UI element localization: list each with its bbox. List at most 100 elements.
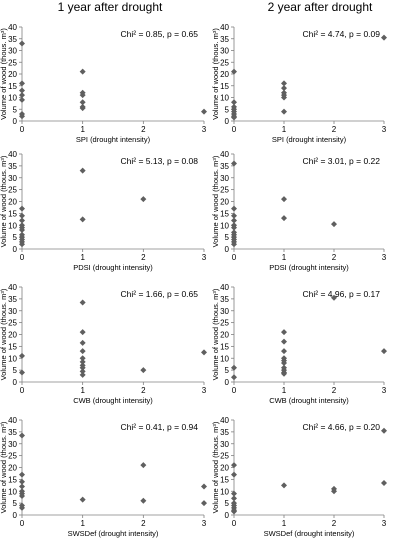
data-point [231,374,237,381]
data-point [231,508,237,515]
y-tick-label: 0 [225,117,230,126]
x-tick-label: 2 [332,253,337,262]
x-tick-label: 2 [332,125,337,134]
data-point [281,80,287,87]
x-axis-label: CWB (drought intensity) [73,396,153,405]
data-point [79,339,86,346]
data-point [19,96,25,103]
data-point [79,496,86,503]
data-point [140,367,147,374]
x-tick-label: 3 [382,519,387,528]
y-tick-label: 15 [8,475,17,484]
x-tick-label: 2 [141,519,146,528]
data-point [381,34,387,41]
y-axis-label: Volume of wood (thous. m³) [0,155,8,247]
data-point [231,212,237,219]
data-point [231,471,237,478]
x-tick-label: 2 [141,386,146,395]
data-point [140,462,147,469]
x-tick-label: 3 [202,386,207,395]
y-tick-label: 25 [8,319,17,328]
x-tick-label: 1 [282,519,287,528]
scatter-panel-5: 0 5 10 15 20 25 30 35 40 0 1 2 3 CWB (drought intensi… [0,283,207,405]
y-tick-label: 40 [8,150,17,159]
y-tick-label: 5 [225,366,230,375]
x-tick-label: 0 [20,125,25,134]
y-tick-label: 35 [220,428,229,437]
x-tick-label: 1 [80,253,85,262]
data-point [19,40,25,47]
y-tick-label: 25 [220,319,229,328]
y-tick-label: 35 [8,35,17,44]
data-point [331,294,337,301]
data-point [231,462,237,469]
x-tick-label: 2 [332,519,337,528]
data-point [381,479,387,486]
data-point [79,99,86,106]
y-tick-label: 40 [8,416,17,425]
y-tick-label: 0 [225,378,230,387]
data-point [331,221,337,228]
data-point [79,167,86,174]
data-point [231,241,237,248]
data-point [19,205,25,212]
x-tick-label: 3 [202,125,207,134]
scatter-panel-2: 0 5 10 15 20 25 30 35 40 0 1 2 3 SPI (drought intensi… [211,23,387,144]
data-point [381,427,387,434]
data-point [331,488,337,495]
data-point [201,500,207,507]
data-point [19,478,25,485]
data-point [281,348,287,355]
y-tick-label: 5 [225,233,230,242]
y-tick-label: 25 [220,58,229,67]
data-point [231,490,237,497]
x-tick-label: 3 [382,125,387,134]
data-point [231,160,237,167]
y-tick-label: 15 [220,342,229,351]
y-axis-label: Volume of wood (thous. m³) [211,421,220,513]
data-point [19,80,25,87]
data-point [79,368,86,375]
y-tick-label: 20 [8,464,17,473]
data-point [281,338,287,345]
data-point [281,85,287,92]
data-point [231,99,237,106]
data-point [140,196,147,203]
y-tick-label: 0 [13,378,18,387]
x-tick-label: 0 [232,125,237,134]
y-tick-label: 0 [13,117,18,126]
x-axis-label: PDSI (drought intensity) [269,263,349,272]
y-tick-label: 20 [8,70,17,79]
y-tick-label: 0 [225,511,230,520]
x-tick-label: 2 [141,125,146,134]
data-point [201,108,207,115]
x-tick-label: 2 [332,386,337,395]
x-tick-label: 1 [80,386,85,395]
y-axis-label: Volume of wood (thous. m³) [0,28,8,120]
scatter-panel-4: 0 5 10 15 20 25 30 35 40 0 1 2 3 PDSI (drought intens… [211,150,387,272]
data-point [140,497,147,504]
data-point [281,94,287,101]
scatter-panel-1: 0 5 10 15 20 25 30 35 40 0 1 2 3 SPI (drought intensi… [0,23,207,144]
x-axis-label: SWSDef (drought intensity) [68,529,159,538]
chi-square-annotation: Chi² = 1.66, p = 0.65 [121,289,199,299]
data-point [79,371,86,378]
data-point [19,212,25,219]
y-tick-label: 20 [220,464,229,473]
data-point [79,105,86,112]
x-tick-label: 3 [202,519,207,528]
y-tick-label: 5 [13,233,18,242]
y-tick-label: 5 [13,105,18,114]
data-point [79,92,86,99]
data-point [281,108,287,115]
x-tick-label: 0 [20,519,25,528]
y-tick-label: 10 [8,94,17,103]
y-tick-label: 20 [8,331,17,340]
data-point [79,299,86,306]
data-point [231,364,237,371]
y-tick-label: 30 [8,47,17,56]
y-tick-label: 30 [8,307,17,316]
y-tick-label: 25 [220,186,229,195]
data-point [281,329,287,336]
scatter-panel-7: 0 5 10 15 20 25 30 35 40 0 1 2 3 SWSDef (drought inte… [0,416,207,538]
